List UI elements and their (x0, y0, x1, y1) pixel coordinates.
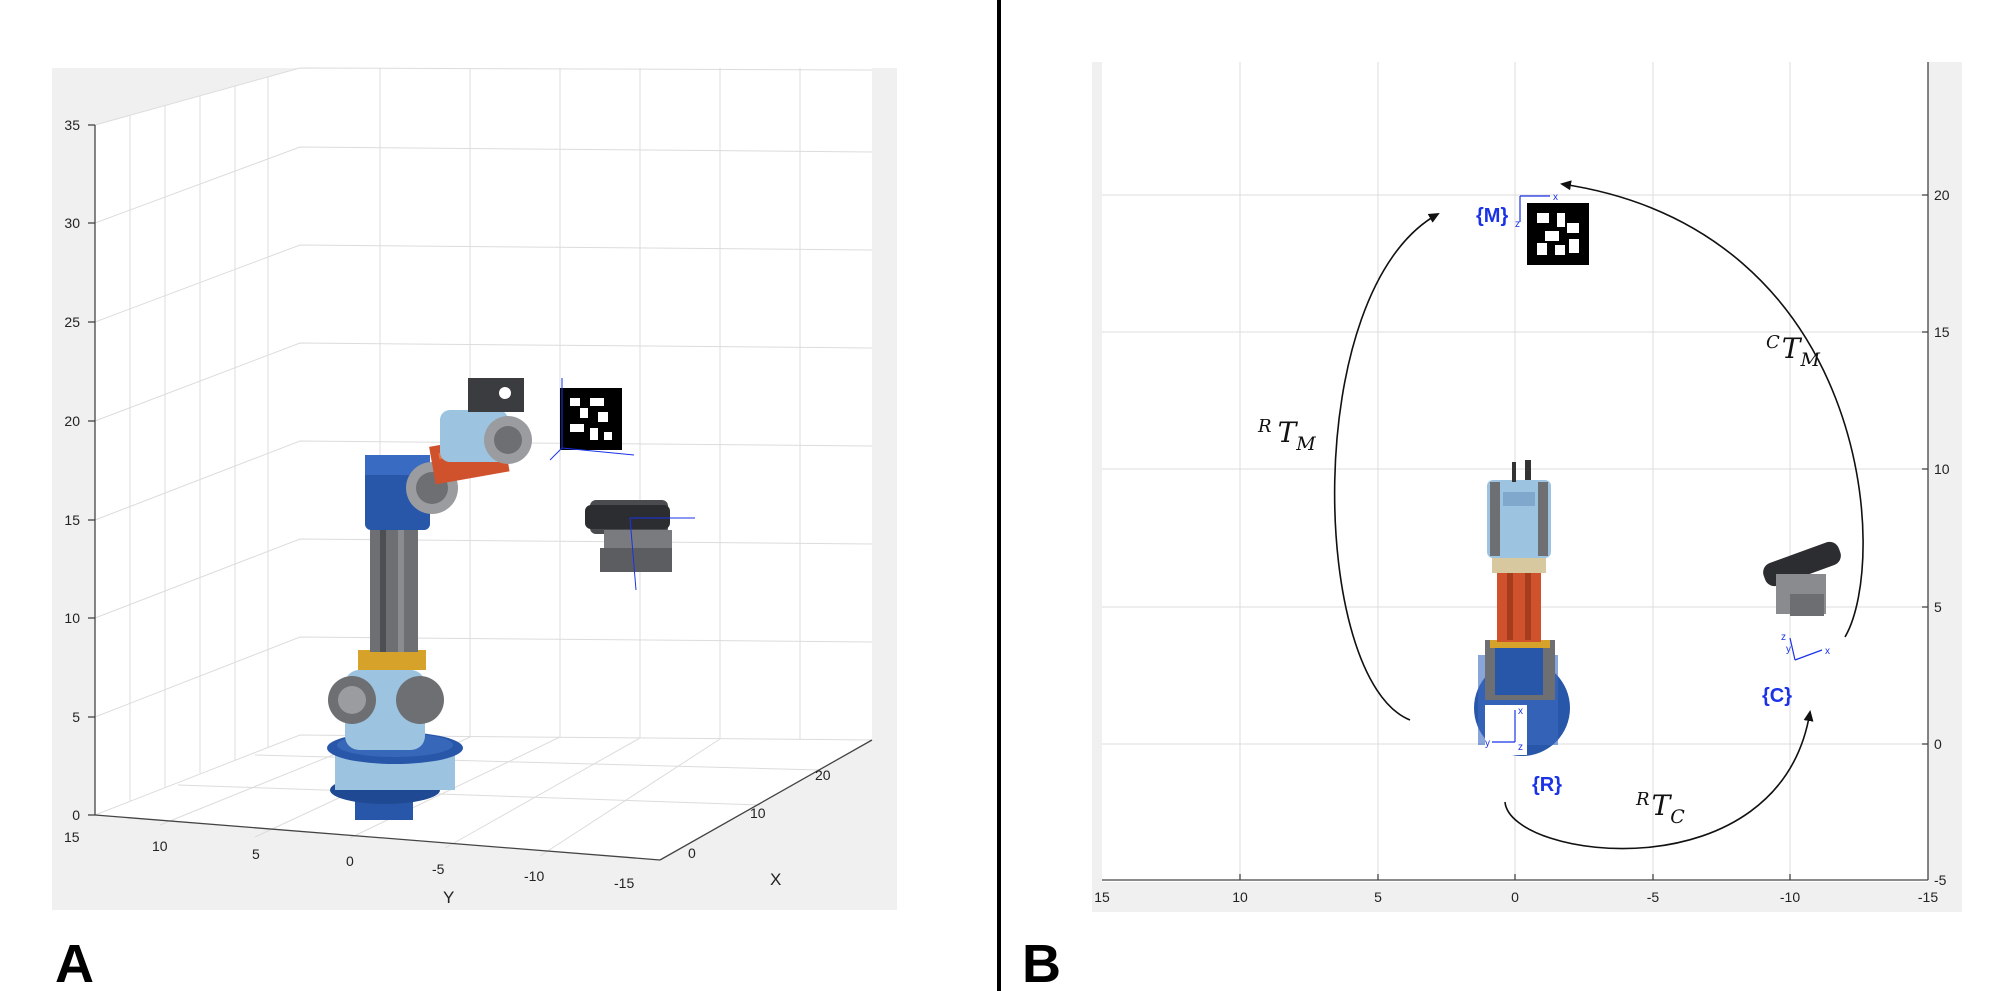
panel-b: 15 10 5 0 -5 -10 -15 -5 0 5 10 15 20 (1022, 62, 1962, 991)
panel-b-robot-arm: x z y (1474, 460, 1570, 756)
bx-tick-10: 10 (1232, 889, 1248, 905)
bx-tick-neg5: -5 (1647, 889, 1660, 905)
panel-b-marker: x z (1515, 192, 1589, 265)
frame-label-camera: {C} (1762, 685, 1792, 707)
y-tick-5: 5 (252, 846, 260, 862)
transform-label-c-t-m: CTM (1766, 332, 1820, 371)
panel-a-axes (88, 124, 873, 861)
y-tick-10: 10 (152, 838, 168, 854)
bx-tick-0: 0 (1511, 889, 1519, 905)
by-tick-5: 5 (1934, 599, 1942, 615)
panel-b-label: B (1022, 934, 1061, 991)
panel-b-x-ticks: 15 10 5 0 -5 -10 -15 (1094, 889, 1938, 905)
svg-text:y: y (1485, 738, 1490, 749)
panel-b-camera: x z y (1763, 541, 1841, 661)
z-tick-15: 15 (64, 512, 80, 528)
panel-a-marker (549, 378, 635, 461)
svg-text:y: y (1786, 644, 1791, 655)
svg-text:x: x (1518, 706, 1523, 717)
panel-a-robot-arm (327, 378, 532, 820)
panel-a-y-ticks: 15 10 5 0 -5 -10 -15 (64, 829, 634, 891)
panel-a-x-ticks: 0 10 20 (688, 767, 831, 861)
bx-tick-5: 5 (1374, 889, 1382, 905)
by-tick-10: 10 (1934, 461, 1950, 477)
svg-text:x: x (1825, 646, 1830, 657)
x-tick-10: 10 (750, 805, 766, 821)
bx-tick-15: 15 (1094, 889, 1110, 905)
y-tick-15: 15 (64, 829, 80, 845)
y-tick-neg10: -10 (524, 868, 544, 884)
bx-tick-neg10: -10 (1780, 889, 1800, 905)
transform-label-r-t-m: R TM (1257, 416, 1316, 455)
z-tick-35: 35 (64, 117, 80, 133)
panel-a-label: A (55, 934, 94, 991)
transform-label-r-t-c: RTC (1635, 789, 1685, 828)
panel-a-z-ticks: 0 5 10 15 20 25 30 35 (64, 117, 80, 823)
panel-a-x-axis-label: X (770, 870, 781, 889)
x-tick-20: 20 (815, 767, 831, 783)
by-tick-0: 0 (1934, 736, 1942, 752)
z-tick-20: 20 (64, 413, 80, 429)
arrow-robot-to-marker (1333, 213, 1440, 721)
z-tick-25: 25 (64, 314, 80, 330)
z-tick-5: 5 (72, 709, 80, 725)
panel-a-side-wall (95, 68, 300, 815)
y-tick-neg5: -5 (432, 861, 445, 877)
panel-a: 0 5 10 15 20 25 30 35 15 10 5 0 -5 -10 -… (52, 67, 897, 991)
panel-b-axes (1102, 62, 1929, 881)
by-tick-neg5: -5 (1934, 872, 1947, 888)
svg-text:z: z (1781, 632, 1786, 643)
bx-tick-neg15: -15 (1918, 889, 1938, 905)
y-tick-0: 0 (346, 853, 354, 869)
svg-text:z: z (1515, 219, 1520, 230)
frame-label-robot: {R} (1532, 774, 1562, 796)
z-tick-0: 0 (72, 807, 80, 823)
transform-arrows (1333, 180, 1864, 850)
panel-a-y-axis-label: Y (443, 888, 454, 907)
z-tick-10: 10 (64, 610, 80, 626)
y-tick-neg15: -15 (614, 875, 634, 891)
x-tick-0: 0 (688, 845, 696, 861)
z-tick-30: 30 (64, 215, 80, 231)
arrow-camera-to-marker (1560, 180, 1864, 638)
svg-text:z: z (1518, 742, 1523, 753)
arrow-robot-to-camera (1504, 710, 1814, 850)
panel-a-camera (585, 500, 695, 591)
panel-b-y-ticks: -5 0 5 10 15 20 (1934, 187, 1950, 888)
frame-label-marker: {M} (1476, 205, 1508, 227)
by-tick-15: 15 (1934, 324, 1950, 340)
by-tick-20: 20 (1934, 187, 1950, 203)
svg-text:x: x (1553, 192, 1558, 203)
